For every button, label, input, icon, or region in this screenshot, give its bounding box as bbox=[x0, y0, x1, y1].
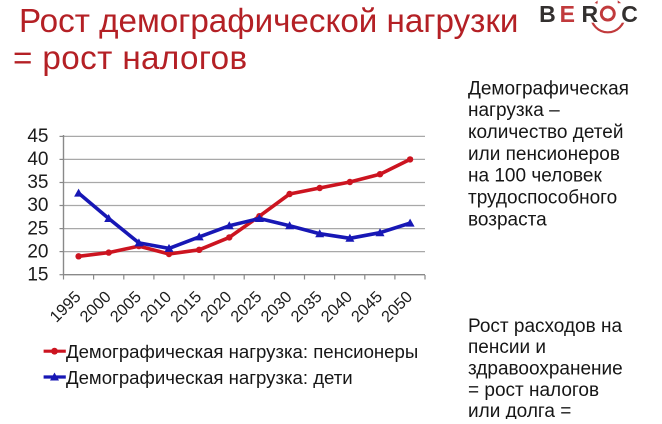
svg-text:количество детей: количество детей bbox=[468, 122, 623, 143]
svg-text:пенсии и: пенсии и bbox=[468, 337, 546, 358]
svg-text:25: 25 bbox=[27, 218, 48, 239]
svg-text:на 100 человек: на 100 человек bbox=[468, 166, 602, 187]
svg-text:20: 20 bbox=[27, 241, 48, 262]
svg-text:Демографическая: Демографическая bbox=[468, 78, 629, 99]
svg-text:45: 45 bbox=[27, 126, 48, 147]
svg-text:возраста: возраста bbox=[468, 209, 547, 230]
svg-text:15: 15 bbox=[27, 264, 48, 285]
svg-text:Демографическая нагрузка: пенс: Демографическая нагрузка: пенсионеры bbox=[66, 341, 418, 362]
svg-text:Рост демографической нагрузки: Рост демографической нагрузки bbox=[19, 3, 518, 40]
svg-text:40: 40 bbox=[27, 149, 48, 170]
svg-text:Демографическая нагрузка: дети: Демографическая нагрузка: дети bbox=[66, 367, 353, 388]
svg-text:здравоохранение: здравоохранение bbox=[468, 359, 623, 380]
svg-text:R: R bbox=[581, 1, 598, 27]
svg-text:трудоспособного: трудоспособного bbox=[468, 188, 617, 209]
svg-text:нагрузка –: нагрузка – bbox=[468, 100, 560, 121]
svg-text:или долга =: или долга = bbox=[468, 401, 571, 419]
svg-text:или пенсионеров: или пенсионеров bbox=[468, 144, 620, 165]
svg-text:30: 30 bbox=[27, 195, 48, 216]
svg-text:E: E bbox=[560, 1, 575, 27]
svg-text:35: 35 bbox=[27, 172, 48, 193]
svg-text:C: C bbox=[621, 1, 638, 27]
svg-text:= рост налогов: = рост налогов bbox=[13, 40, 248, 77]
svg-text:Рост расходов на: Рост расходов на bbox=[468, 316, 622, 337]
svg-text:= рост налогов: = рост налогов bbox=[468, 380, 599, 401]
svg-text:B: B bbox=[539, 1, 556, 27]
